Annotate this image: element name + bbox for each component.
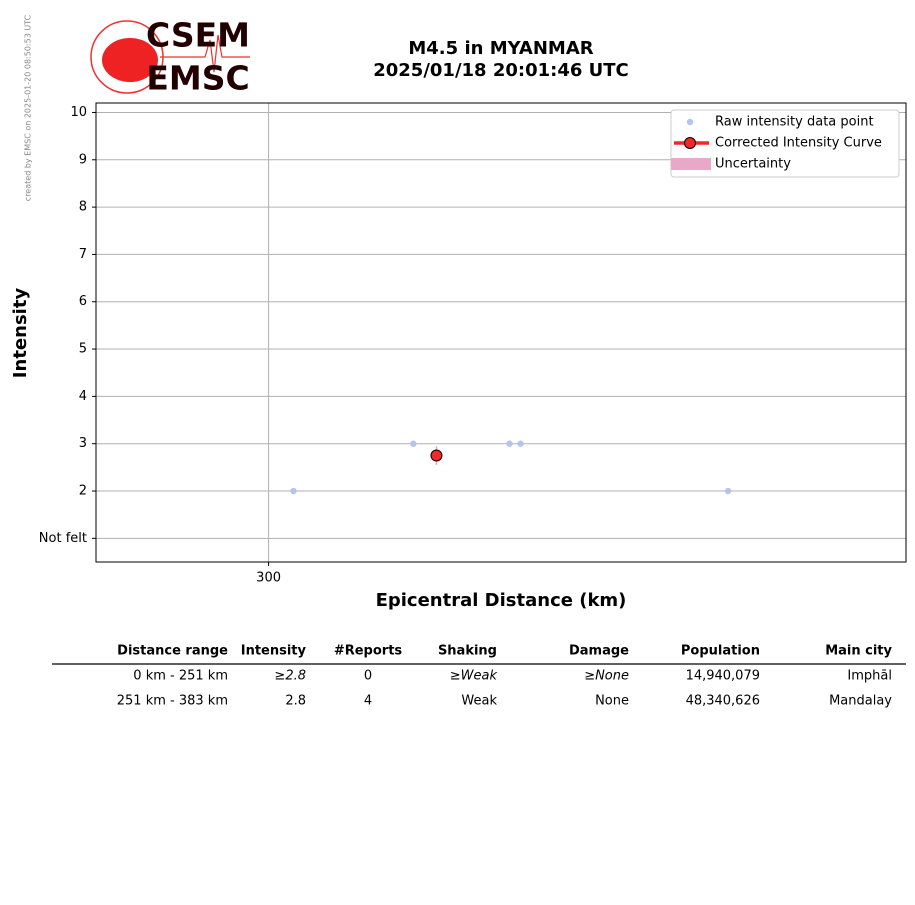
table-header: Intensity [241,644,307,659]
y-tick-label: 4 [79,389,87,404]
legend-marker [684,137,696,149]
logo: CSEM EMSC [90,16,250,98]
y-tick-label: 3 [79,436,87,451]
table-cell: 48,340,626 [686,694,760,709]
corrected-point [430,449,443,462]
raw-point [506,440,513,447]
raw-point [290,487,297,495]
table-cell: ≥Weak [450,669,498,684]
table-cell: 0 km - 251 km [133,669,228,684]
chart-subtitle: 2025/01/18 20:01:46 UTC [373,60,629,81]
table-header: Shaking [438,644,497,659]
logo-map [102,38,158,82]
legend-marker [686,118,694,126]
credit: created by EMSC on 2025-01-20 08:50:53 U… [24,14,33,201]
raw-point [724,487,732,495]
y-tick-label: 2 [79,484,87,499]
y-tick-label: 6 [79,294,87,309]
table-cell: None [595,694,629,709]
raw-point [517,440,524,447]
legend-label: Uncertainty [715,157,791,172]
table-cell: 14,940,079 [686,669,760,684]
table-cell: 0 [364,669,372,684]
logo-seismogram [160,34,250,73]
plot-frame [95,102,907,563]
table-cell: ≥None [584,669,629,684]
logo-bottom: EMSC [146,59,249,98]
table-header: Damage [569,644,629,659]
logo-top: CSEM [146,16,250,55]
table-cell: 4 [364,694,372,709]
y-tick-label: Not felt [39,531,87,546]
legend-label: Corrected Intensity Curve [715,136,882,151]
legend-marker [671,158,711,170]
table-cell: Mandalay [829,694,892,709]
table-cell: Imphāl [847,669,892,684]
x-tick-label: 300 [256,571,281,586]
y-axis-label: Intensity [10,288,31,379]
table-cell: 2.8 [285,694,306,709]
y-tick-label: 9 [79,152,87,167]
table-cell: 251 km - 383 km [117,694,228,709]
table-cell: Weak [461,694,497,709]
chart-title: M4.5 in MYANMAR [408,38,593,59]
table-header: Main city [825,644,892,659]
table-header: Population [681,644,760,659]
y-tick-label: 10 [70,105,87,120]
raw-point [410,440,417,447]
y-tick-label: 7 [79,247,87,262]
y-tick-label: 8 [79,200,87,215]
x-axis-label: Epicentral Distance (km) [376,590,627,611]
legend-label: Raw intensity data point [715,115,874,130]
table-header: #Reports [334,644,403,659]
legend-box [670,109,900,178]
y-tick-label: 5 [79,342,87,357]
table-header: Distance range [117,644,228,659]
table-cell: ≥2.8 [274,669,306,684]
